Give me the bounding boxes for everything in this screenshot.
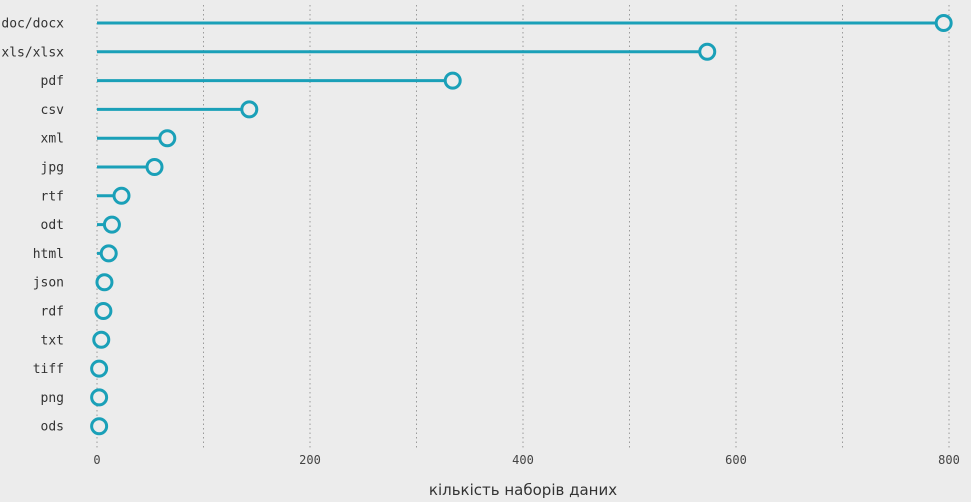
marker-odt bbox=[102, 215, 121, 234]
category-label: xml bbox=[41, 132, 64, 147]
marker-doc-docx bbox=[934, 14, 953, 32]
marker-txt bbox=[92, 330, 111, 349]
x-tick-labels: 0 200 400 600 800 bbox=[93, 453, 959, 467]
x-tick-label: 0 bbox=[93, 453, 100, 467]
marker-png bbox=[90, 388, 109, 407]
marker-csv bbox=[240, 100, 259, 119]
stems bbox=[97, 21, 944, 428]
marker-json bbox=[95, 273, 114, 292]
x-axis-title: кількість наборів даних bbox=[429, 481, 617, 499]
marker-ods bbox=[90, 417, 109, 436]
category-label: doc/docx bbox=[1, 17, 64, 32]
marker-rtf bbox=[112, 186, 131, 205]
x-tick-label: 600 bbox=[725, 453, 747, 467]
category-label: odt bbox=[41, 218, 64, 233]
category-label: rtf bbox=[41, 189, 64, 204]
category-label: html bbox=[33, 247, 64, 262]
marker-tiff bbox=[90, 359, 109, 378]
category-labels: doc/docx xls/xlsx pdf csv xml jpg rtf odt html js… bbox=[1, 17, 64, 435]
category-label: pdf bbox=[41, 74, 64, 89]
x-tick-label: 800 bbox=[938, 453, 960, 467]
marker-jpg bbox=[145, 158, 164, 176]
marker-xml bbox=[158, 129, 177, 148]
marker-html bbox=[99, 244, 118, 263]
marker-xls-xlsx bbox=[698, 42, 717, 61]
category-label: txt bbox=[41, 333, 64, 348]
x-tick-label: 400 bbox=[512, 453, 534, 467]
markers bbox=[90, 14, 953, 436]
category-label: png bbox=[41, 391, 64, 406]
category-label: rdf bbox=[41, 305, 64, 320]
category-label: jpg bbox=[41, 161, 64, 176]
marker-pdf bbox=[443, 71, 462, 90]
category-label: csv bbox=[41, 103, 65, 118]
category-label: json bbox=[33, 276, 64, 291]
category-label: ods bbox=[41, 420, 64, 435]
category-label: xls/xlsx bbox=[1, 45, 64, 60]
category-label: tiff bbox=[33, 362, 64, 377]
x-tick-label: 200 bbox=[299, 453, 321, 467]
marker-rdf bbox=[94, 302, 113, 320]
grid-lines bbox=[96, 5, 950, 450]
